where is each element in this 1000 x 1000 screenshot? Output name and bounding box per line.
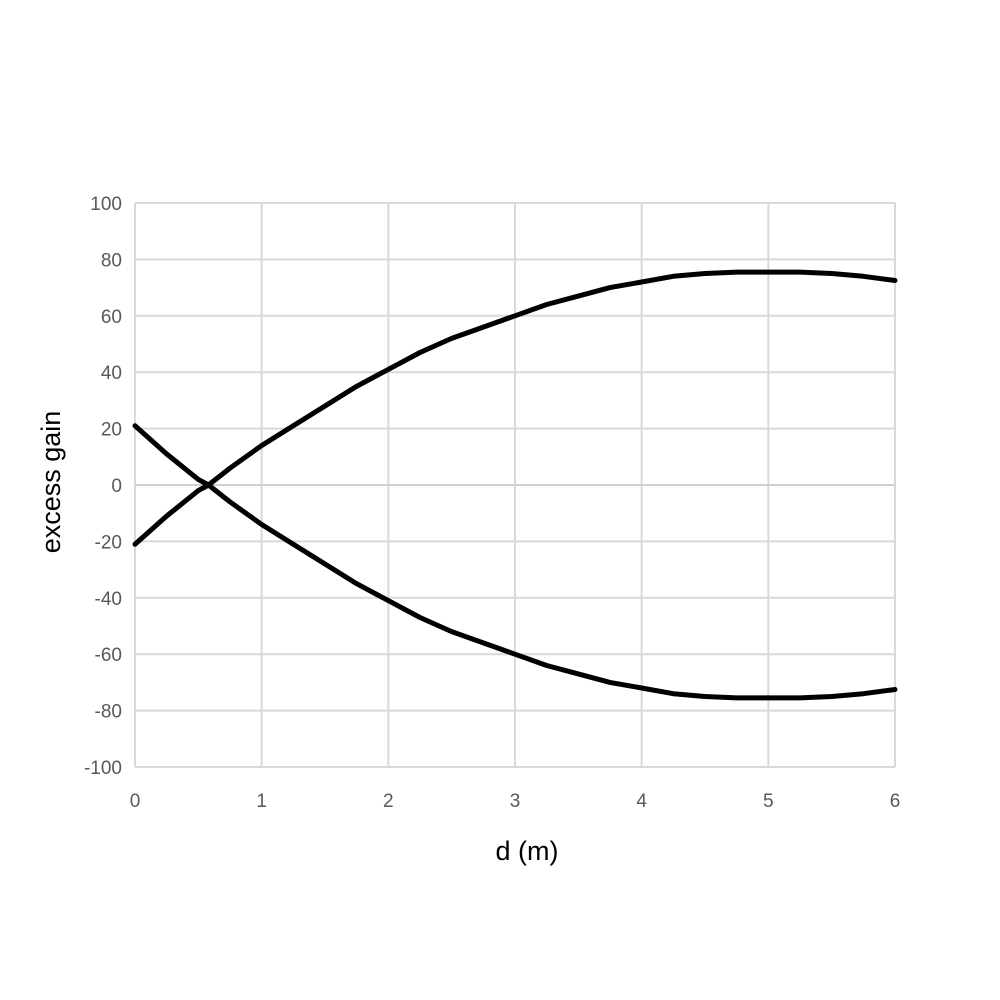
y-axis-title: excess gain [36, 411, 66, 554]
grid-layer [134, 202, 896, 768]
x-tick-label: 1 [256, 791, 267, 812]
x-tick-labels: 0 1 2 3 4 5 6 [130, 791, 901, 812]
y-tick-label: -80 [95, 702, 122, 723]
series-line-1 [132, 269, 898, 547]
y-tick-label: -100 [84, 758, 122, 779]
y-tick-label: 20 [101, 420, 122, 441]
y-tick-label: 60 [101, 307, 122, 328]
x-tick-label: 0 [130, 791, 141, 812]
x-tick-label: 4 [636, 791, 647, 812]
x-tick-label: 2 [383, 791, 394, 812]
series-line-2 [132, 423, 898, 701]
y-tick-label: -20 [95, 532, 122, 553]
y-tick-label: 40 [101, 363, 122, 384]
y-tick-label: 80 [101, 250, 122, 271]
x-tick-label: 6 [890, 791, 901, 812]
x-axis-title: d (m) [496, 836, 559, 866]
y-tick-labels: 100 80 60 40 20 0 -20 -40 -60 -80 -100 [84, 194, 122, 779]
y-tick-label: -40 [95, 589, 122, 610]
x-tick-label: 5 [763, 791, 774, 812]
y-tick-label: -60 [95, 645, 122, 666]
x-tick-label: 3 [510, 791, 521, 812]
y-tick-label: 0 [111, 476, 122, 497]
series-layer [132, 269, 898, 701]
y-tick-label: 100 [90, 194, 122, 215]
